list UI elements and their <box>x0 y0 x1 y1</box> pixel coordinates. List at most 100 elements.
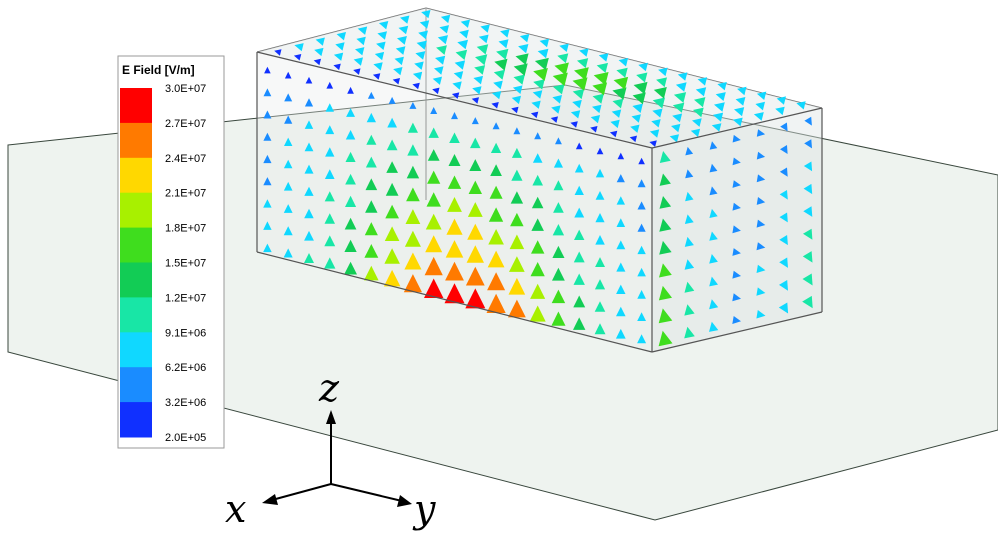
field-arrow <box>637 312 646 321</box>
field-arrow <box>610 119 620 129</box>
field-arrow <box>432 76 442 85</box>
field-arrow <box>427 149 440 161</box>
field-arrow <box>407 144 419 156</box>
field-arrow <box>685 191 694 202</box>
field-arrow <box>612 87 627 100</box>
field-arrow <box>335 42 345 51</box>
legend-swatch <box>120 88 152 124</box>
legend-tick-label: 1.5E+07 <box>165 258 206 270</box>
field-arrow <box>447 175 462 189</box>
field-arrow <box>454 60 466 70</box>
field-arrow <box>344 217 357 230</box>
field-arrow <box>552 72 568 86</box>
field-arrow <box>480 24 490 33</box>
field-arrow <box>709 276 718 287</box>
field-arrow <box>395 46 406 55</box>
field-arrow <box>326 81 334 89</box>
legend-tick-label: 3.2E+06 <box>165 397 206 409</box>
field-arrow <box>324 169 335 179</box>
field-arrow <box>636 72 648 83</box>
field-arrow <box>365 200 378 213</box>
field-arrow <box>425 213 442 230</box>
field-arrow <box>677 72 688 81</box>
legend-swatch <box>120 367 152 403</box>
field-arrow <box>658 308 673 324</box>
field-arrow <box>490 142 502 153</box>
field-arrow <box>511 95 521 105</box>
field-arrow <box>372 73 381 80</box>
field-arrow <box>756 287 766 296</box>
field-arrow <box>592 82 608 96</box>
field-arrow <box>385 182 399 196</box>
field-arrow <box>685 146 694 156</box>
field-arrow <box>513 127 521 135</box>
field-arrow <box>531 218 544 231</box>
field-arrow <box>796 101 806 110</box>
field-arrow <box>404 230 421 247</box>
field-arrow <box>425 235 443 253</box>
field-arrow <box>629 135 637 143</box>
field-arrow <box>616 174 625 183</box>
field-arrow <box>684 326 695 339</box>
field-arrow <box>304 142 314 152</box>
field-arrow <box>574 207 585 218</box>
field-arrow <box>594 301 606 312</box>
field-arrow <box>732 293 741 302</box>
field-arrow <box>324 213 335 224</box>
field-arrow <box>659 173 671 186</box>
field-arrow <box>446 218 463 235</box>
field-arrow <box>365 156 377 168</box>
field-arrow <box>653 87 667 99</box>
field-arrow <box>263 110 272 119</box>
field-arrow <box>487 250 505 268</box>
legend-tick-label: 2.1E+07 <box>165 188 206 200</box>
field-arrow <box>263 154 272 164</box>
legend-tick-label: 6.2E+06 <box>165 362 206 374</box>
field-arrow <box>419 20 430 29</box>
field-arrow <box>637 290 646 299</box>
field-arrow <box>490 164 502 176</box>
field-arrow <box>574 185 584 195</box>
y-axis-label: y <box>412 487 436 531</box>
field-arrow <box>709 141 718 150</box>
field-arrow <box>709 299 719 310</box>
field-arrow <box>493 80 503 90</box>
field-arrow <box>575 142 583 150</box>
field-arrow <box>430 107 438 114</box>
field-arrow <box>405 209 421 224</box>
field-arrow <box>553 180 564 191</box>
field-arrow <box>802 251 813 263</box>
field-arrow <box>452 81 462 90</box>
field-arrow <box>779 212 788 223</box>
field-arrow <box>465 266 485 286</box>
field-arrow <box>684 214 694 224</box>
field-arrow <box>304 230 314 241</box>
field-arrow <box>263 132 272 141</box>
field-arrow <box>412 71 423 81</box>
field-arrow <box>579 48 589 57</box>
field-arrow <box>616 240 626 250</box>
field-arrow <box>695 87 707 97</box>
field-arrow <box>283 181 293 191</box>
field-arrow <box>518 44 529 54</box>
field-arrow <box>574 229 585 240</box>
field-arrow <box>616 284 626 294</box>
field-arrow <box>264 66 271 74</box>
field-arrow <box>779 235 788 246</box>
field-arrow <box>616 262 626 272</box>
field-arrow <box>732 117 743 127</box>
field-arrow <box>616 196 625 205</box>
field-arrow <box>570 110 581 119</box>
field-arrow <box>387 117 397 128</box>
field-arrow <box>404 252 422 270</box>
field-arrow <box>612 98 624 109</box>
legend-tick-label: 2.4E+07 <box>165 153 206 165</box>
field-arrow <box>756 310 766 319</box>
field-arrow <box>416 40 427 50</box>
field-arrow <box>631 114 641 123</box>
field-arrow <box>552 84 565 95</box>
field-arrow <box>652 97 665 109</box>
field-arrow <box>715 92 726 101</box>
field-arrow <box>304 120 314 129</box>
field-arrow <box>333 52 344 61</box>
